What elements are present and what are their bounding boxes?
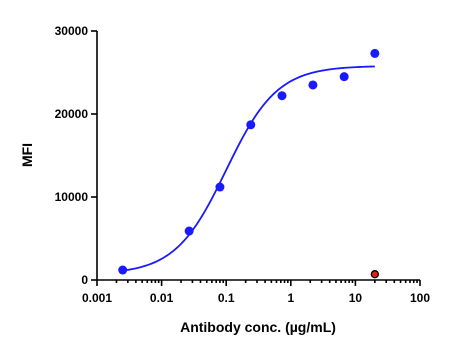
x-tick-label: 0.1 bbox=[218, 291, 235, 305]
x-tick-label: 1 bbox=[287, 291, 294, 305]
y-tick-label: 10000 bbox=[55, 190, 89, 204]
x-tick-label: 10 bbox=[349, 291, 363, 305]
data-point bbox=[184, 226, 194, 236]
data-point bbox=[118, 265, 128, 275]
x-axis-label: Antibody conc. (µg/mL) bbox=[180, 319, 336, 335]
data-point bbox=[246, 120, 256, 130]
y-axis-label: MFI bbox=[19, 143, 35, 167]
data-point bbox=[370, 270, 379, 279]
y-tick-label: 20000 bbox=[55, 107, 89, 121]
y-tick-label: 0 bbox=[81, 273, 88, 287]
data-point bbox=[277, 91, 287, 101]
data-point bbox=[308, 80, 318, 90]
x-tick-label: 100 bbox=[410, 291, 430, 305]
x-tick-label: 0.001 bbox=[82, 291, 112, 305]
data-point bbox=[370, 48, 380, 58]
data-point bbox=[215, 182, 225, 192]
data-point bbox=[339, 72, 349, 82]
fit-curve bbox=[122, 65, 375, 272]
x-tick-label: 0.01 bbox=[150, 291, 174, 305]
y-tick-label: 30000 bbox=[55, 24, 89, 38]
